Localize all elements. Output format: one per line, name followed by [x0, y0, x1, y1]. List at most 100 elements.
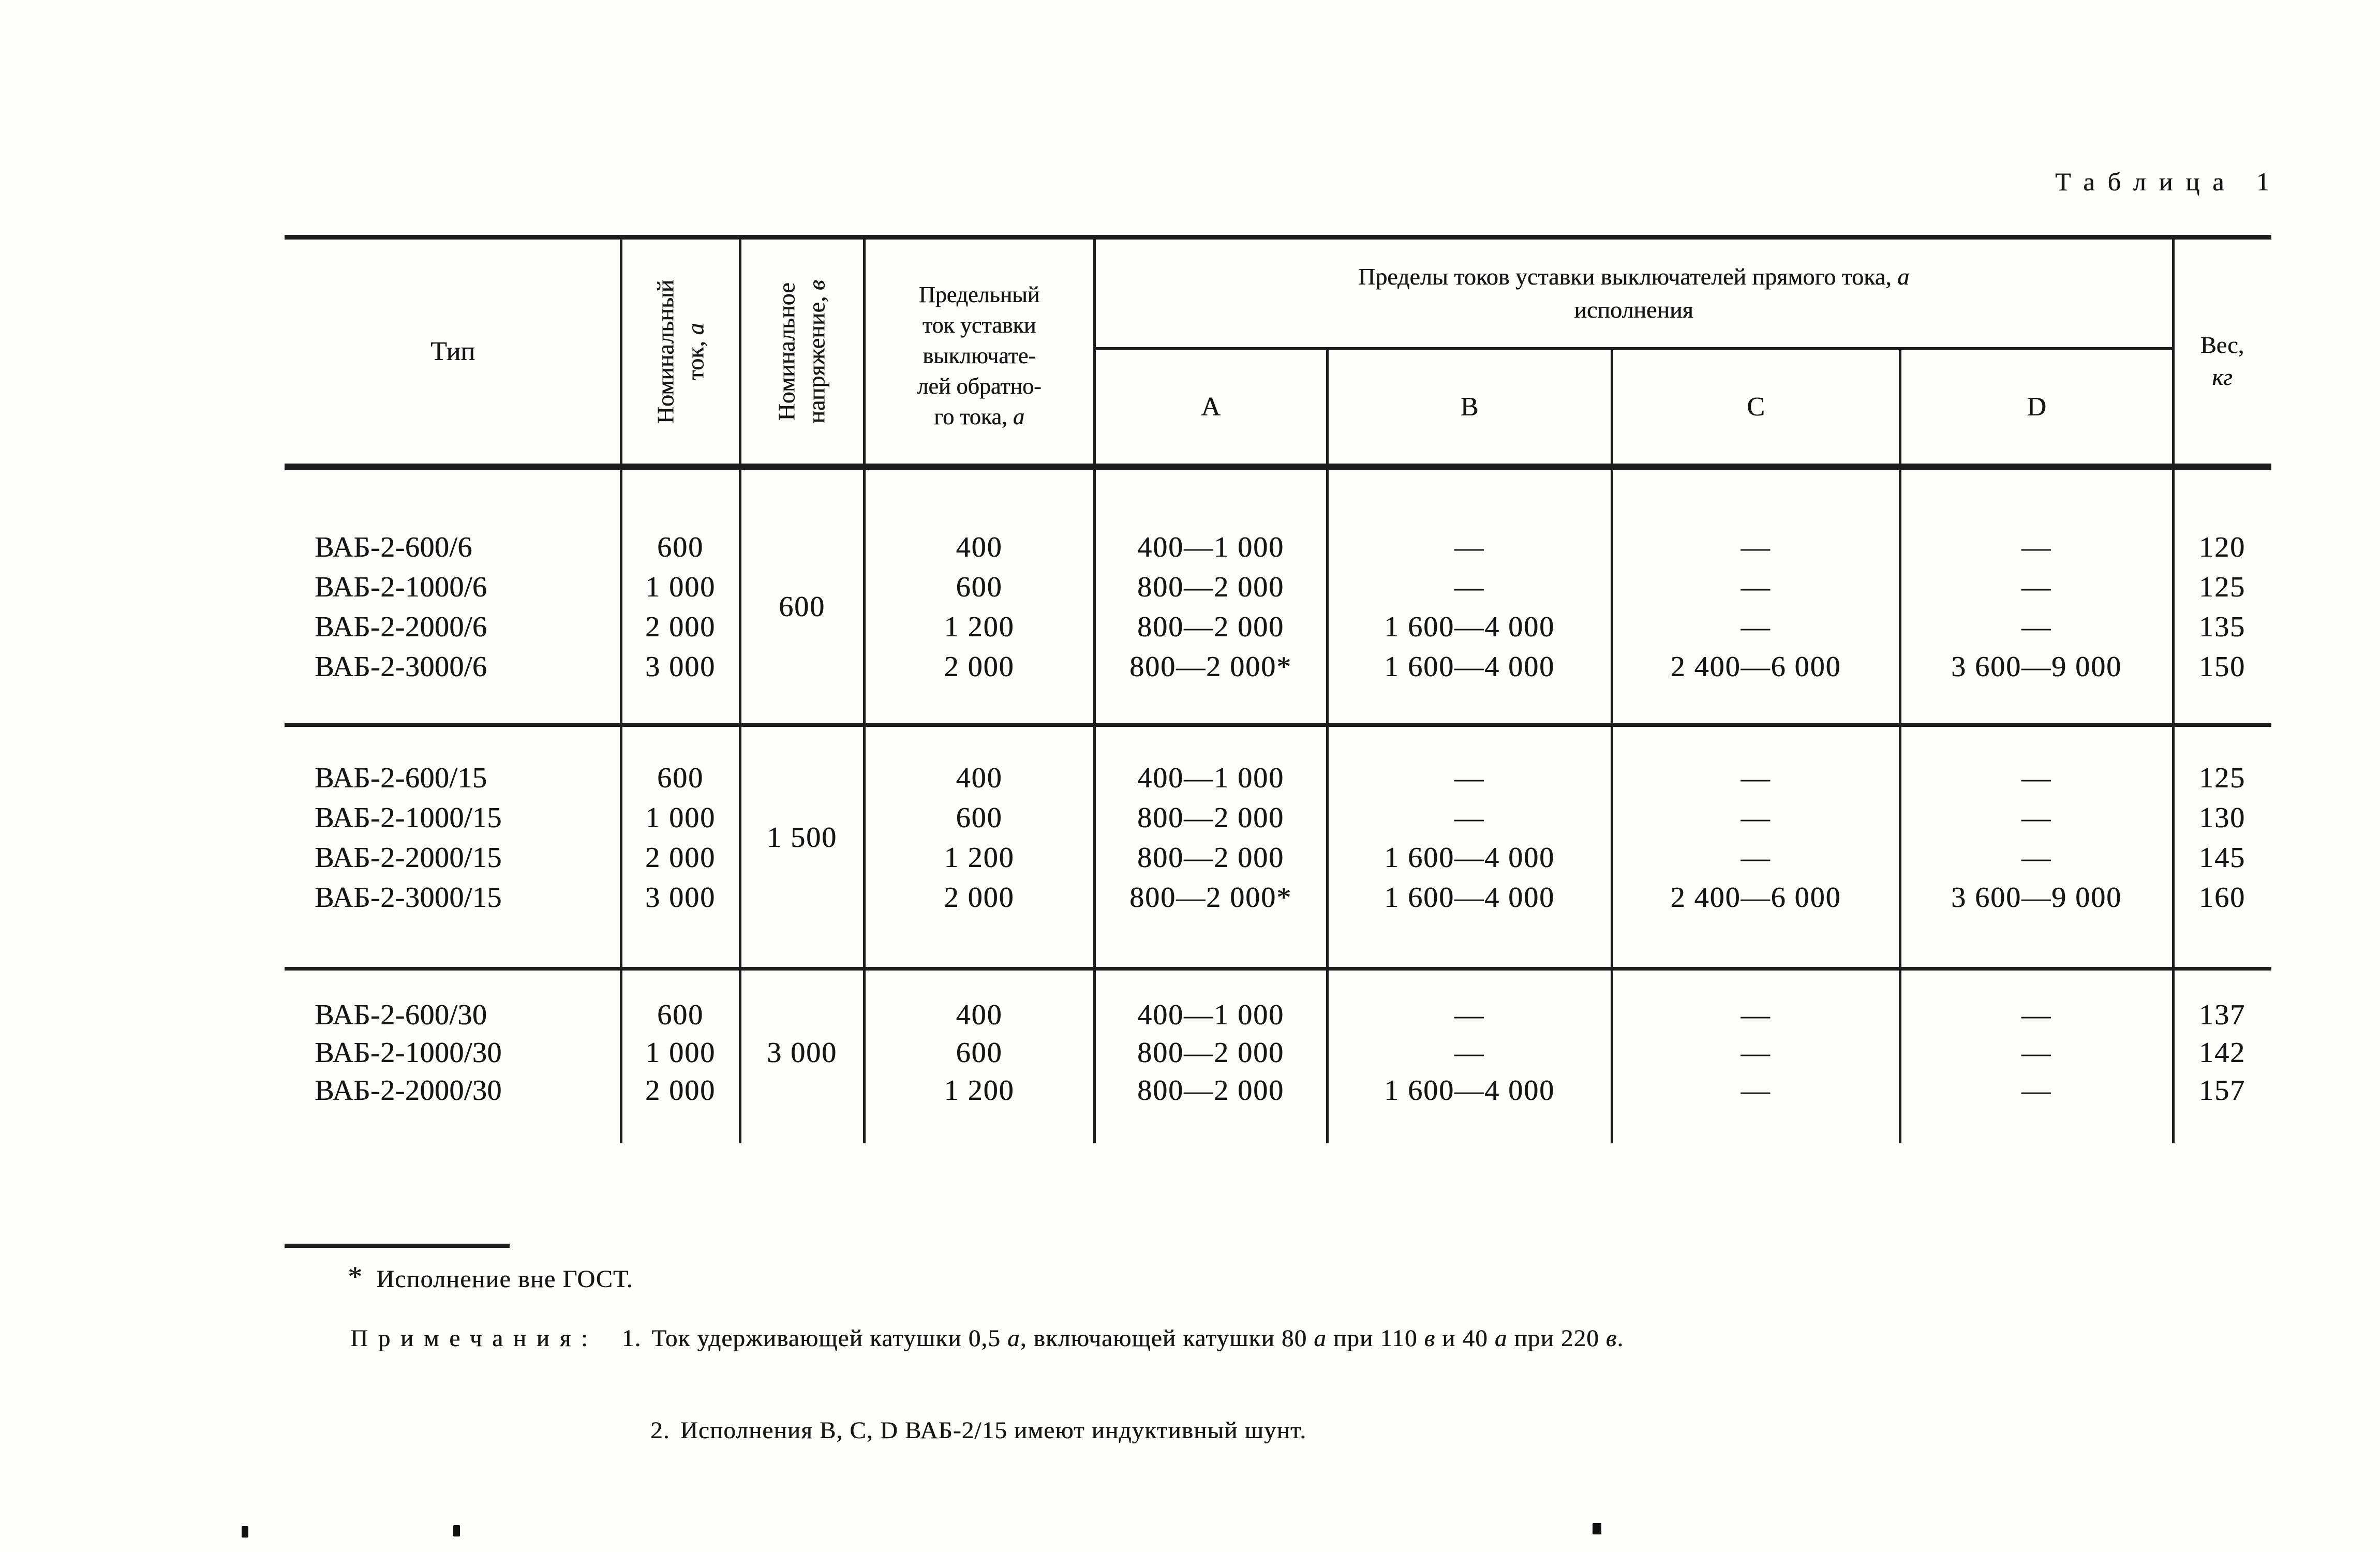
cell-exec-d: — — [2021, 998, 2051, 1031]
cell-exec-a: 400—1 000 — [1137, 998, 1284, 1031]
cell-weight: 130 — [2199, 801, 2245, 834]
cell-exec-a: 800—2 000* — [1129, 650, 1292, 683]
cell-exec-b: — — [1454, 762, 1484, 794]
rule-col-current-end — [739, 240, 741, 1143]
cell-exec-c: — — [1741, 801, 1771, 834]
cell-exec-a: 800—2 000 — [1137, 610, 1284, 643]
cell-exec-c: — — [1741, 571, 1771, 603]
cell-exec-b: 1 600—4 000 — [1384, 881, 1555, 914]
unit-volt: в — [804, 279, 830, 290]
rule-table-top — [285, 235, 2271, 240]
cell-exec-b: — — [1454, 801, 1484, 834]
cell-current: 2 000 — [645, 610, 716, 643]
note2-text: Исполнения В, С, D ВАБ-2/15 имеют индукт… — [680, 1417, 1307, 1444]
scan-speck — [242, 1526, 248, 1538]
header-exec-d: D — [2027, 392, 2046, 422]
cell-weight: 137 — [2199, 998, 2245, 1031]
cell-exec-c: — — [1741, 610, 1771, 643]
unit-ampere: а — [682, 323, 708, 335]
cell-exec-a: 800—2 000* — [1129, 881, 1292, 914]
cell-weight: 150 — [2199, 650, 2245, 683]
rule-block-separator-1 — [285, 723, 2271, 727]
cell-exec-b: — — [1454, 531, 1484, 563]
rule-col-type-end — [620, 240, 622, 1143]
cell-type: ВАБ-2-1000/15 — [315, 801, 502, 834]
cell-exec-d: — — [2021, 1074, 2051, 1107]
cell-type: ВАБ-2-600/15 — [315, 762, 487, 794]
table-block-1500v: 1 500 ВАБ-2-600/15 600 400 400—1 000 — —… — [285, 758, 2271, 917]
cell-type: ВАБ-2-600/6 — [315, 531, 472, 563]
unit-kg: кг — [2212, 363, 2233, 390]
cell-exec-d: — — [2021, 571, 2051, 603]
cell-limit: 1 200 — [944, 841, 1015, 874]
cell-current: 600 — [657, 531, 704, 563]
rule-col-a-end — [1326, 350, 1329, 1143]
cell-exec-c: — — [1741, 1036, 1771, 1069]
cell-weight: 125 — [2199, 571, 2245, 603]
cell-voltage: 3 000 — [767, 1036, 837, 1069]
cell-exec-d: — — [2021, 1036, 2051, 1069]
rule-block-separator-2 — [285, 967, 2271, 971]
rule-col-d-end — [2172, 240, 2175, 1143]
header-reverse-current-limit: Предельный ток уставки выключате- лей об… — [917, 282, 1042, 429]
cell-type: ВАБ-2-3000/15 — [315, 881, 502, 914]
header-nominal-voltage-line1: Номинальное — [774, 282, 800, 421]
cell-type: ВАБ-2-600/30 — [315, 998, 487, 1031]
cell-exec-a: 800—2 000 — [1137, 571, 1284, 603]
unit-ampere: а — [1897, 263, 1910, 290]
cell-current: 3 000 — [645, 881, 716, 914]
cell-type: ВАБ-2-2000/6 — [315, 610, 487, 643]
header-direct-current-limits: Пределы токов уставки выключателей прямо… — [1358, 263, 1910, 323]
cell-exec-b: 1 600—4 000 — [1384, 841, 1555, 874]
cell-current: 600 — [657, 998, 704, 1031]
cell-type: ВАБ-2-1000/6 — [315, 571, 487, 603]
cell-limit: 2 000 — [944, 881, 1015, 914]
cell-exec-d: — — [2021, 841, 2051, 874]
cell-weight: 135 — [2199, 610, 2245, 643]
cell-type: ВАБ-2-1000/30 — [315, 1036, 502, 1069]
cell-type: ВАБ-2-3000/6 — [315, 650, 487, 683]
cell-current: 1 000 — [645, 801, 716, 834]
header-nominal-voltage: Номинальное напряжение, в — [740, 240, 864, 464]
cell-current: 1 000 — [645, 571, 716, 603]
note1-text: Ток удерживающей катушки 0,5 а, включающ… — [651, 1325, 1624, 1352]
rule-header-bottom — [285, 464, 2271, 470]
table-caption: Таблица 1 — [2055, 167, 2282, 196]
rule-col-b-end — [1611, 350, 1613, 1143]
rule-col-limit-end — [1093, 240, 1096, 1143]
cell-current: 1 000 — [645, 1036, 716, 1069]
cell-exec-d: — — [2021, 531, 2051, 563]
table-block-600v: 600 ВАБ-2-600/6 600 400 400—1 000 — — — … — [285, 527, 2271, 687]
rule-col-c-end — [1899, 350, 1901, 1143]
cell-exec-b: — — [1454, 998, 1484, 1031]
cell-exec-b: — — [1454, 1036, 1484, 1069]
cell-weight: 142 — [2199, 1036, 2245, 1069]
cell-limit: 400 — [956, 762, 1003, 794]
cell-exec-c: — — [1741, 531, 1771, 563]
cell-current: 3 000 — [645, 650, 716, 683]
asterisk-marker: * — [348, 1261, 363, 1293]
cell-exec-d: 3 600—9 000 — [1951, 881, 2122, 914]
cell-exec-c: — — [1741, 1074, 1771, 1107]
cell-voltage: 600 — [779, 591, 825, 623]
cell-exec-a: 800—2 000 — [1137, 1036, 1284, 1069]
cell-limit: 600 — [956, 801, 1003, 834]
cell-exec-c: 2 400—6 000 — [1670, 650, 1841, 683]
header-nominal-current-line2: ток, а — [682, 323, 708, 380]
cell-exec-a: 800—2 000 — [1137, 1074, 1284, 1107]
cell-exec-b: 1 600—4 000 — [1384, 610, 1555, 643]
rule-under-span-header — [1094, 347, 2173, 350]
cell-exec-d: 3 600—9 000 — [1951, 650, 2122, 683]
cell-current: 600 — [657, 762, 704, 794]
header-type: Тип — [430, 337, 475, 366]
cell-limit: 600 — [956, 571, 1003, 603]
footnote-star-text: Исполнение вне ГОСТ. — [376, 1265, 633, 1293]
scan-speck — [453, 1525, 460, 1536]
cell-weight: 125 — [2199, 762, 2245, 794]
cell-limit: 1 200 — [944, 610, 1015, 643]
cell-exec-a: 400—1 000 — [1137, 762, 1284, 794]
footnote-notes-line2: 2. Исполнения В, С, D ВАБ-2/15 имеют инд… — [650, 1411, 1306, 1450]
cell-exec-b: 1 600—4 000 — [1384, 1074, 1555, 1107]
footnote-star: * Исполнение вне ГОСТ. — [348, 1261, 633, 1297]
